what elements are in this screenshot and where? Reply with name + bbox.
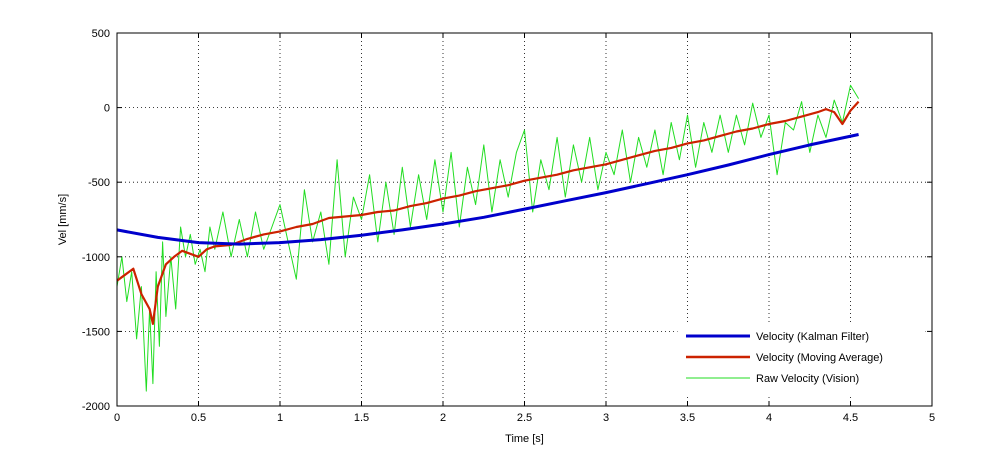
series-lines [116, 84, 860, 392]
y-tick-label: 500 [92, 28, 110, 40]
x-axis-title: Time [s] [505, 433, 544, 445]
y-tick-label: -1500 [82, 326, 110, 338]
legend: Velocity (Kalman Filter) Velocity (Movin… [677, 322, 926, 396]
x-tick-label: 4.5 [843, 412, 858, 424]
legend-label-kalman: Velocity (Kalman Filter) [756, 331, 869, 343]
x-tick-label: 1 [277, 412, 283, 424]
x-tick-label: 5 [929, 412, 935, 424]
y-tick-label: 0 [104, 103, 110, 115]
series-line-raw-vision [116, 84, 860, 392]
y-tick-label: -2000 [82, 401, 110, 413]
x-tick-label: 3.5 [680, 412, 695, 424]
y-tick-label: -1000 [82, 252, 110, 264]
legend-label-moving-average: Velocity (Moving Average) [756, 352, 883, 364]
x-tick-label: 0 [114, 412, 120, 424]
series-line-kalman [116, 133, 859, 246]
axis-ticks: 0 0.5 1 1.5 2 2.5 3 3.5 4 4.5 5 -2000 -1500 -1000 -500… [82, 28, 935, 424]
y-tick-label: -500 [88, 177, 110, 189]
x-tick-label: 4 [766, 412, 772, 424]
x-tick-label: 0.5 [191, 412, 206, 424]
x-tick-label: 1.5 [354, 412, 369, 424]
legend-label-raw-vision: Raw Velocity (Vision) [756, 373, 859, 385]
y-axis-title: Vel [mm/s] [57, 194, 69, 245]
x-tick-label: 2 [440, 412, 446, 424]
x-tick-label: 3 [603, 412, 609, 424]
series-line-moving-average [116, 100, 860, 325]
x-tick-label: 2.5 [517, 412, 532, 424]
